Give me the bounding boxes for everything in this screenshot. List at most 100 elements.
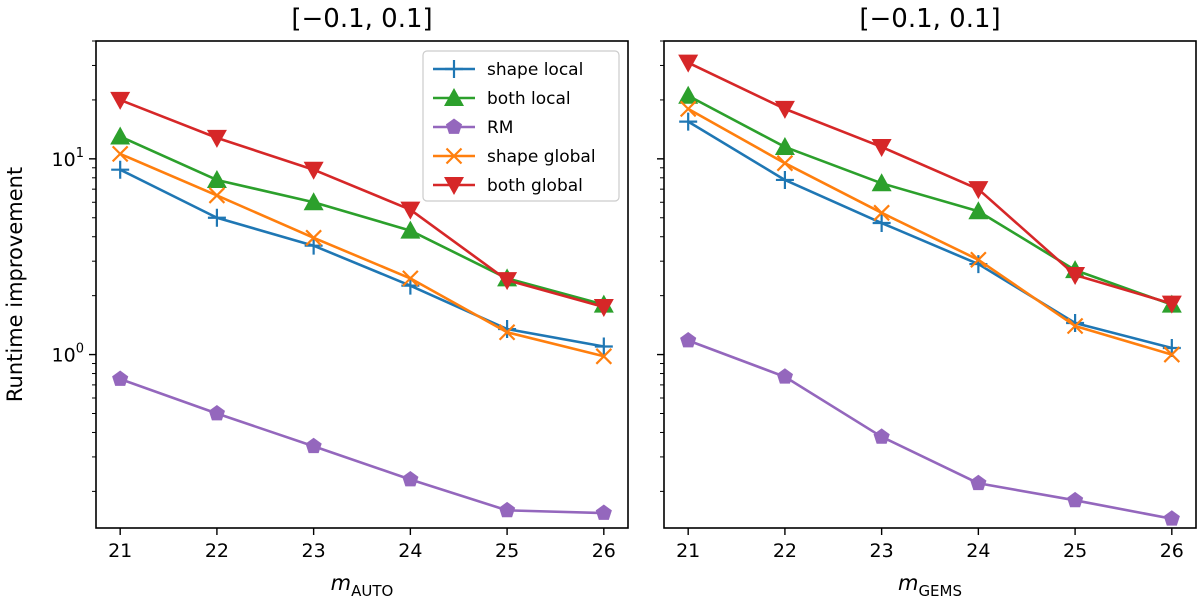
series-shape-global <box>679 100 1181 363</box>
data-point-both-global <box>206 129 227 148</box>
data-point-shape-local <box>111 160 130 179</box>
data-point-shape-global <box>595 348 613 365</box>
data-point-shape-global <box>402 270 419 287</box>
data-point-shape-global <box>111 145 129 163</box>
legend: shape local both local RM shape global both … <box>422 50 620 202</box>
data-point-rm <box>305 437 322 454</box>
y-tick-label-exponent: 1 <box>76 146 84 161</box>
y-tick-label-base: 10 <box>52 345 76 367</box>
data-point-rm <box>112 370 129 386</box>
series-line-rm <box>119 377 604 515</box>
data-point-both-local <box>110 126 131 145</box>
series-rm <box>112 370 612 520</box>
x-tick-label: 23 <box>870 540 894 562</box>
legend-label: RM <box>487 118 513 138</box>
data-point-both-local <box>678 85 699 104</box>
legend-item-shape-local: shape local <box>433 60 583 80</box>
x-axis-label-subscript: GEMS <box>918 582 962 600</box>
data-point-both-local <box>206 169 227 188</box>
series-line-shape-local <box>687 120 1173 350</box>
legend-marker-shape-local <box>445 60 463 78</box>
series-line-shape-global <box>119 152 605 358</box>
data-point-shape-local <box>207 208 226 227</box>
x-tick-label: 25 <box>495 540 519 562</box>
legend-item-shape-global: shape global <box>433 147 596 167</box>
data-point-rm <box>1067 491 1084 508</box>
data-point-shape-local <box>594 337 613 356</box>
data-point-both-global <box>1161 295 1182 314</box>
data-point-both-global <box>1065 266 1086 285</box>
series-both-local <box>678 85 1182 313</box>
x-axis-label-symbol: m <box>898 571 918 595</box>
data-point-shape-global <box>873 204 890 222</box>
data-point-rm <box>970 474 987 491</box>
data-point-shape-global <box>498 323 516 341</box>
data-point-both-global <box>400 201 421 220</box>
y-tick-label: 101 <box>52 146 84 171</box>
series-line-shape-local <box>119 168 605 348</box>
x-axis-label: mGEMS <box>898 571 962 600</box>
data-point-rm <box>208 404 225 421</box>
data-point-shape-local <box>872 214 891 233</box>
legend-marker-rm <box>445 118 463 134</box>
legend-marker-both-local <box>444 88 464 106</box>
data-point-shape-global <box>208 187 226 204</box>
series-both-global <box>110 91 614 318</box>
legend-label: shape global <box>487 147 596 167</box>
series-line-rm <box>687 339 1173 520</box>
x-tick-label: 22 <box>773 540 797 562</box>
legend-box <box>422 50 620 202</box>
series-line-both-global <box>687 61 1173 305</box>
data-point-both-local <box>303 192 324 211</box>
data-point-both-global <box>968 181 989 200</box>
data-point-rm <box>680 332 697 348</box>
data-point-rm <box>595 504 612 520</box>
series-rm <box>680 332 1180 526</box>
x-axis-label-subscript: AUTO <box>351 582 393 600</box>
plot-frame <box>95 40 629 529</box>
plot-frame <box>663 40 1197 529</box>
x-tick-label: 23 <box>302 540 326 562</box>
data-point-shape-local <box>775 170 794 189</box>
data-point-both-local <box>968 201 989 220</box>
data-point-shape-global <box>305 229 322 247</box>
data-point-both-global <box>303 161 324 180</box>
series-shape-local <box>679 112 1181 358</box>
data-point-shape-global <box>1163 346 1181 363</box>
y-tick-label-exponent: 0 <box>76 342 84 357</box>
legend-label: both global <box>487 176 583 196</box>
data-point-rm <box>402 471 419 487</box>
data-point-rm <box>1163 510 1180 526</box>
legend-marker-shape-global <box>445 147 463 165</box>
data-point-rm <box>776 368 793 384</box>
chart-title: [−0.1, 0.1] <box>291 4 432 34</box>
y-tick-label: 100 <box>52 342 84 367</box>
series-line-both-local <box>119 135 605 306</box>
x-tick-label: 21 <box>108 540 132 562</box>
legend-label: both local <box>487 89 571 109</box>
series-both-global <box>678 54 1182 314</box>
series-line-both-global <box>119 98 605 309</box>
data-point-rm <box>499 501 516 518</box>
legend-item-both-global: both global <box>433 176 583 196</box>
series-shape-global <box>111 145 613 365</box>
x-axis-label: mAUTO <box>331 571 394 600</box>
data-point-shape-global <box>1066 317 1084 335</box>
x-tick-label: 24 <box>398 540 422 562</box>
x-tick-label: 22 <box>205 540 229 562</box>
data-point-both-global <box>774 100 795 119</box>
legend-item-rm: RM <box>433 118 513 138</box>
x-tick-label: 26 <box>592 540 616 562</box>
series-line-both-local <box>687 94 1173 306</box>
data-point-both-local <box>871 173 892 192</box>
data-point-both-global <box>110 91 131 110</box>
data-point-shape-local <box>304 236 323 255</box>
data-point-shape-local <box>679 112 698 131</box>
series-line-shape-global <box>687 107 1173 356</box>
data-point-both-global <box>678 54 699 73</box>
x-axis-label-symbol: m <box>331 571 351 595</box>
series-shape-local <box>111 160 613 356</box>
x-tick-label: 26 <box>1160 540 1184 562</box>
data-point-rm <box>873 428 890 444</box>
legend-label: shape local <box>487 60 583 80</box>
